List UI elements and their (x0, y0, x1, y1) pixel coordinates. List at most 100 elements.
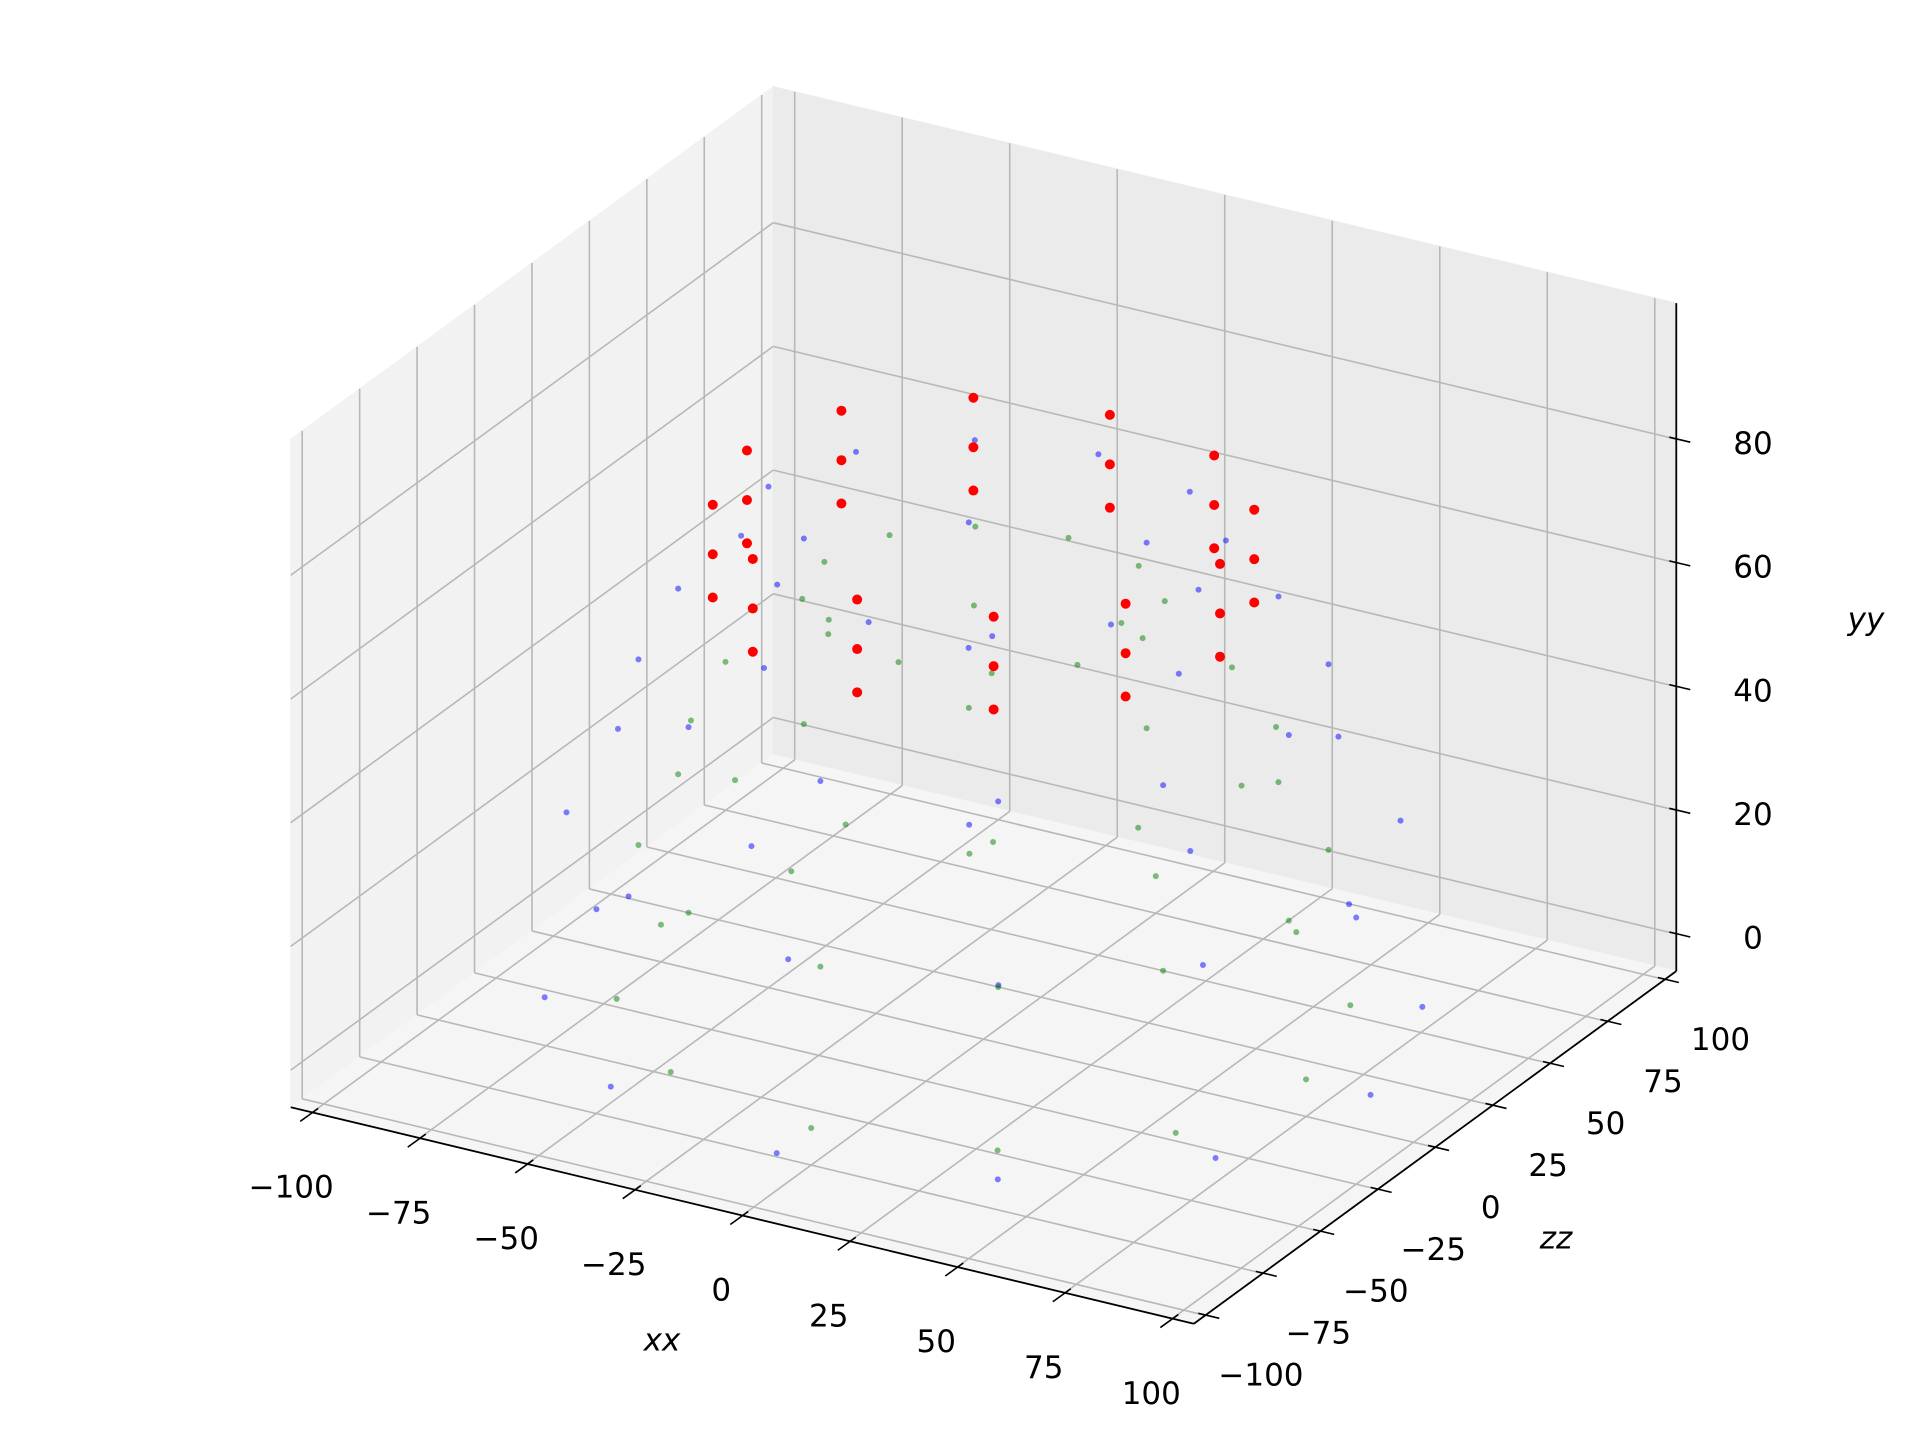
point (774, 581, 781, 588)
tick-mark (1052, 1288, 1072, 1303)
z-tick-label: 25 (1528, 1148, 1567, 1184)
grid-line (290, 716, 774, 1071)
point (1275, 593, 1282, 600)
point (1186, 488, 1193, 495)
point (1347, 1002, 1354, 1009)
x-tick-label: 75 (1024, 1350, 1063, 1386)
point (1209, 450, 1220, 461)
z-axis-label: zz (1539, 1221, 1573, 1257)
point (842, 821, 849, 828)
point (852, 687, 863, 698)
grid-line (773, 469, 1677, 688)
point (800, 721, 807, 728)
point (1215, 608, 1226, 619)
tick-mark (1542, 1060, 1565, 1068)
point (1175, 670, 1182, 677)
point (1160, 967, 1167, 974)
grid-line (773, 345, 1677, 564)
point (865, 619, 872, 626)
tick-mark (1427, 1144, 1450, 1152)
z-tick-label: −50 (1343, 1274, 1408, 1310)
tick-mark (1669, 807, 1691, 815)
grid-line (773, 221, 1677, 440)
point (988, 670, 995, 677)
point (675, 585, 682, 592)
point (1143, 725, 1150, 732)
point (852, 594, 863, 605)
point (1074, 661, 1081, 668)
tick-mark (299, 1107, 319, 1123)
point (1353, 914, 1360, 921)
point (988, 704, 999, 715)
grid-line (416, 1014, 1321, 1233)
grid-line (302, 1098, 1206, 1317)
point (995, 798, 1002, 805)
tick-mark (729, 1210, 749, 1226)
point (1195, 586, 1202, 593)
tick-mark (1669, 560, 1691, 567)
point (825, 631, 832, 638)
y-tick-label: 40 (1733, 673, 1772, 709)
point (541, 994, 548, 1001)
x-tick-label: 100 (1122, 1376, 1181, 1412)
point (1249, 504, 1260, 515)
tick-mark (1669, 931, 1691, 938)
axis-line (1193, 970, 1677, 1325)
tick-mark (1370, 1186, 1392, 1194)
tick-mark (944, 1262, 964, 1277)
axis-line (290, 1106, 1195, 1325)
point (773, 1150, 780, 1157)
point (613, 995, 620, 1002)
point (614, 725, 621, 732)
point (836, 455, 847, 466)
point (886, 532, 893, 539)
tick-mark (1600, 1018, 1622, 1026)
point (808, 1124, 815, 1131)
point (825, 616, 832, 623)
point (748, 843, 755, 850)
point (667, 1069, 674, 1076)
z-tick-label: 50 (1586, 1106, 1625, 1142)
point (1199, 961, 1206, 968)
point (1139, 635, 1146, 642)
point (741, 538, 752, 549)
tick-mark (1485, 1102, 1507, 1110)
point (747, 553, 758, 564)
tick-mark (514, 1159, 534, 1174)
z-tick-label: −25 (1401, 1232, 1466, 1268)
point (1238, 782, 1245, 789)
point (1065, 534, 1072, 541)
point (799, 595, 806, 602)
point (1215, 558, 1226, 569)
point (707, 592, 718, 603)
point (741, 495, 752, 505)
point (968, 392, 979, 403)
grid-line (290, 593, 774, 948)
tick-mark (837, 1236, 857, 1251)
point (852, 644, 863, 655)
point (1172, 1129, 1179, 1136)
point (657, 921, 664, 928)
point (625, 893, 632, 900)
point (1209, 543, 1220, 554)
point (785, 956, 792, 963)
point (1118, 619, 1125, 626)
grid-line (773, 716, 1677, 935)
point (1135, 562, 1142, 569)
point (817, 963, 824, 970)
z-tick-label: 75 (1643, 1064, 1682, 1100)
tick-mark (1255, 1270, 1277, 1278)
point (1107, 621, 1114, 628)
point (1325, 846, 1332, 853)
point (1325, 661, 1332, 668)
x-tick-label: −100 (249, 1170, 334, 1206)
point (853, 448, 860, 455)
point (707, 499, 718, 510)
point (1273, 723, 1280, 730)
point (635, 656, 642, 663)
point (1212, 1155, 1219, 1162)
point (995, 983, 1002, 990)
z-tick-label: 0 (1481, 1190, 1501, 1226)
point (800, 535, 807, 542)
point (1346, 901, 1353, 908)
